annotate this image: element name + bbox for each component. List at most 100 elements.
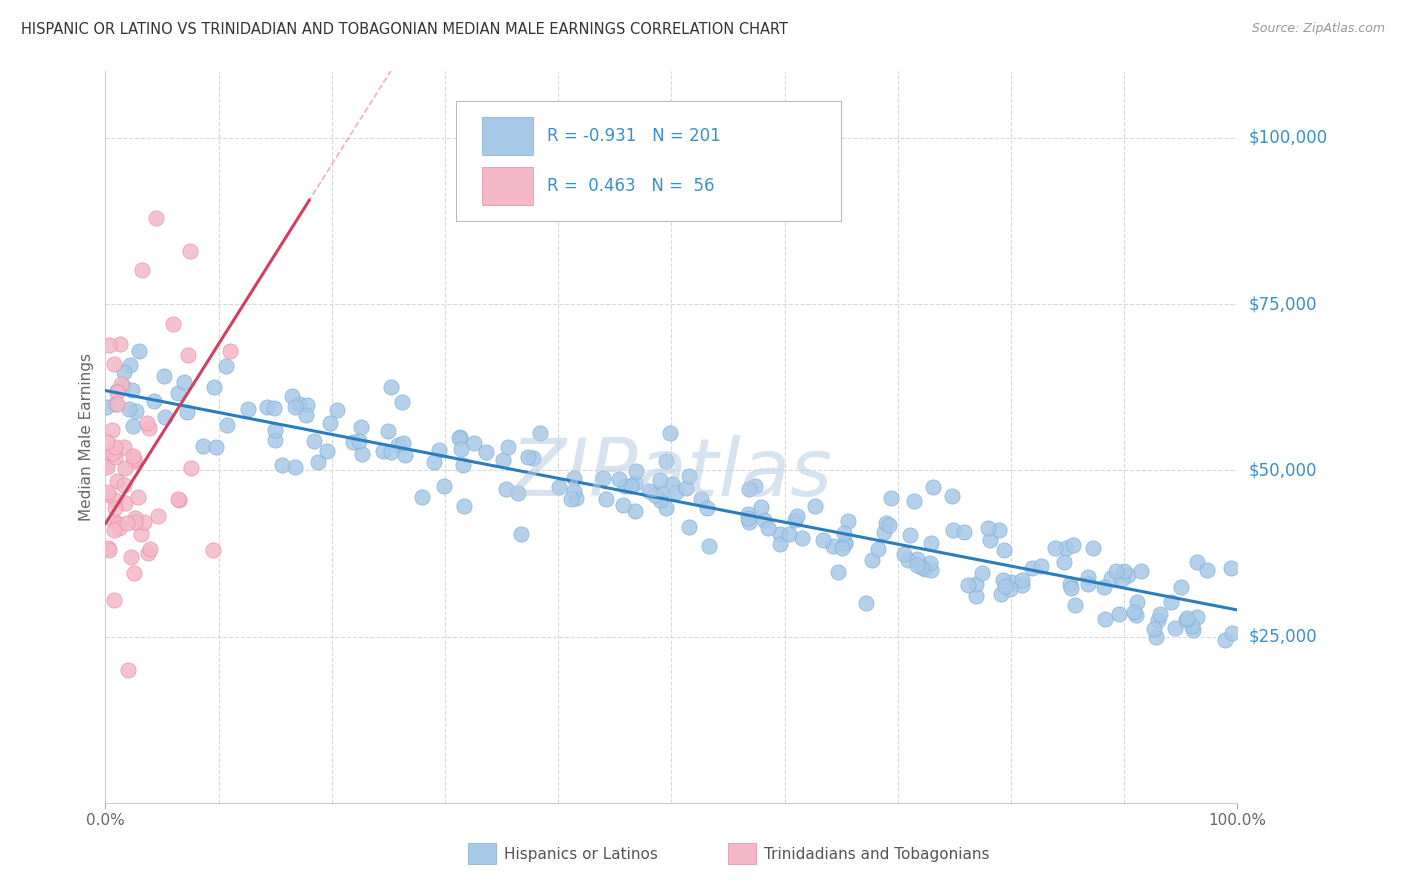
Point bbox=[120, 550, 142, 565]
Point bbox=[97, 541, 120, 555]
Point bbox=[104, 441, 127, 455]
Point bbox=[284, 400, 307, 414]
Point bbox=[288, 396, 311, 410]
Point bbox=[562, 471, 585, 485]
Point bbox=[1000, 582, 1022, 596]
Point bbox=[114, 460, 136, 475]
Point bbox=[778, 526, 800, 541]
Point bbox=[128, 343, 150, 358]
Point bbox=[624, 475, 647, 490]
Point bbox=[658, 426, 681, 441]
Point bbox=[592, 471, 614, 485]
Point bbox=[136, 546, 159, 560]
Point bbox=[737, 511, 759, 525]
Point bbox=[122, 566, 145, 580]
Point bbox=[347, 434, 370, 448]
Point bbox=[648, 492, 671, 507]
Point bbox=[1029, 559, 1052, 574]
Point bbox=[1220, 626, 1243, 640]
Point bbox=[790, 531, 813, 545]
Point bbox=[411, 490, 433, 504]
Point bbox=[690, 491, 713, 506]
Point bbox=[1123, 605, 1146, 619]
Point bbox=[678, 468, 700, 483]
Point bbox=[104, 396, 127, 410]
Point bbox=[176, 405, 198, 419]
Point bbox=[326, 403, 349, 417]
Point bbox=[124, 452, 146, 467]
Point bbox=[202, 379, 225, 393]
Point bbox=[101, 423, 124, 437]
Point bbox=[880, 491, 903, 505]
Point bbox=[96, 434, 118, 449]
Point bbox=[1143, 622, 1166, 636]
Text: R = -0.931   N = 201: R = -0.931 N = 201 bbox=[547, 127, 721, 145]
Point bbox=[1116, 568, 1139, 582]
Point bbox=[114, 495, 136, 509]
Point bbox=[492, 453, 515, 467]
Point bbox=[110, 377, 132, 392]
Point bbox=[145, 211, 167, 225]
Point bbox=[564, 484, 586, 499]
Point bbox=[281, 389, 304, 403]
Point bbox=[112, 441, 135, 455]
Point bbox=[108, 521, 131, 535]
Point bbox=[827, 566, 849, 580]
Point bbox=[94, 458, 117, 472]
Point bbox=[107, 474, 129, 488]
Point bbox=[316, 444, 339, 458]
Point bbox=[127, 490, 149, 504]
Point bbox=[941, 489, 963, 503]
Point bbox=[1094, 612, 1116, 626]
Point bbox=[1062, 538, 1084, 552]
Point bbox=[112, 477, 135, 491]
Point bbox=[651, 486, 673, 500]
Point bbox=[307, 455, 329, 469]
Point bbox=[136, 416, 159, 430]
Point bbox=[661, 476, 683, 491]
Point bbox=[129, 526, 152, 541]
Point bbox=[146, 508, 169, 523]
Point bbox=[821, 539, 844, 553]
Text: ZIPatlas: ZIPatlas bbox=[510, 434, 832, 513]
Text: Trinidadians and Tobagonians: Trinidadians and Tobagonians bbox=[765, 847, 990, 862]
Point bbox=[785, 513, 807, 527]
Point bbox=[263, 423, 285, 437]
Point bbox=[644, 488, 666, 502]
Point bbox=[142, 394, 165, 409]
Point bbox=[450, 442, 472, 457]
Point bbox=[96, 460, 118, 475]
Point bbox=[626, 464, 648, 478]
Point bbox=[1170, 580, 1192, 594]
Point bbox=[302, 434, 325, 448]
Point bbox=[167, 386, 190, 401]
Point bbox=[475, 444, 498, 458]
Point bbox=[893, 547, 915, 561]
Point bbox=[463, 435, 485, 450]
Point bbox=[1144, 630, 1167, 644]
Point bbox=[180, 460, 202, 475]
Point bbox=[496, 440, 519, 454]
Point bbox=[920, 563, 942, 577]
Point bbox=[219, 343, 242, 358]
Point bbox=[103, 593, 125, 607]
Point bbox=[607, 472, 630, 486]
Point bbox=[103, 514, 125, 528]
Point bbox=[749, 500, 772, 514]
Point bbox=[121, 449, 143, 463]
Point bbox=[263, 401, 285, 416]
Point bbox=[737, 507, 759, 521]
Point bbox=[97, 543, 120, 558]
Point bbox=[495, 482, 517, 496]
Point bbox=[965, 590, 987, 604]
Point bbox=[451, 458, 474, 472]
Point bbox=[1187, 609, 1209, 624]
Text: HISPANIC OR LATINO VS TRINIDADIAN AND TOBAGONIAN MEDIAN MALE EARNINGS CORRELATIO: HISPANIC OR LATINO VS TRINIDADIAN AND TO… bbox=[21, 22, 789, 37]
Point bbox=[768, 527, 790, 541]
Point bbox=[112, 365, 135, 379]
Point bbox=[319, 416, 342, 430]
Text: $100,000: $100,000 bbox=[1249, 128, 1327, 147]
Point bbox=[162, 317, 184, 331]
Point bbox=[111, 378, 134, 392]
Point bbox=[834, 535, 856, 549]
